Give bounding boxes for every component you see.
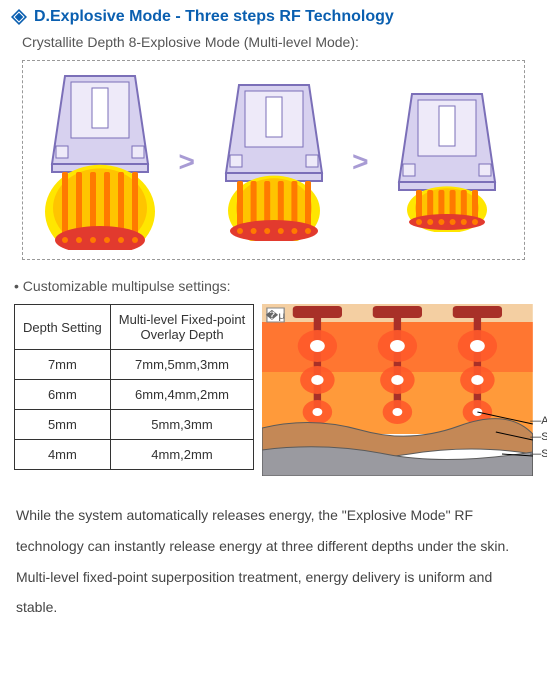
tissue-label-group: —Ablation—Solidification—Subnecrosis xyxy=(530,413,547,463)
svg-text:�μ: �μ xyxy=(266,309,286,321)
table-row: 4mm4mm,2mm xyxy=(15,440,254,470)
rf-device-step xyxy=(209,83,339,241)
body-paragraph: While the system automatically releases … xyxy=(16,500,531,623)
arrow-icon: > xyxy=(176,146,196,178)
bullet-customizable: • Customizable multipulse settings: xyxy=(14,278,537,294)
section-header: D.Explosive Mode - Three steps RF Techno… xyxy=(10,8,537,26)
rf-device-step xyxy=(35,74,165,250)
col-depth-setting: Depth Setting xyxy=(15,305,111,350)
col-overlay-depth: Multi-level Fixed-pointOverlay Depth xyxy=(110,305,253,350)
tissue-label: —Subnecrosis xyxy=(530,446,547,463)
section-subtitle: Crystallite Depth 8-Explosive Mode (Mult… xyxy=(22,34,537,50)
tissue-cross-section: �μ —Ablation—Solidification—Subnecrosis xyxy=(262,304,533,476)
diamond-icon xyxy=(10,8,28,26)
three-step-diagram: > > xyxy=(22,60,525,260)
table-row: 5mm5mm,3mm xyxy=(15,410,254,440)
table-row: 6mm6mm,4mm,2mm xyxy=(15,380,254,410)
tissue-label: —Solidification xyxy=(530,429,547,446)
table-row: 7mm7mm,5mm,3mm xyxy=(15,350,254,380)
rf-device-step xyxy=(382,92,512,232)
tissue-label: —Ablation xyxy=(530,413,547,430)
arrow-icon: > xyxy=(350,146,370,178)
table-and-tissue-row: Depth SettingMulti-level Fixed-pointOver… xyxy=(14,304,533,476)
depth-settings-table: Depth SettingMulti-level Fixed-pointOver… xyxy=(14,304,254,470)
section-title: D.Explosive Mode - Three steps RF Techno… xyxy=(34,8,394,26)
